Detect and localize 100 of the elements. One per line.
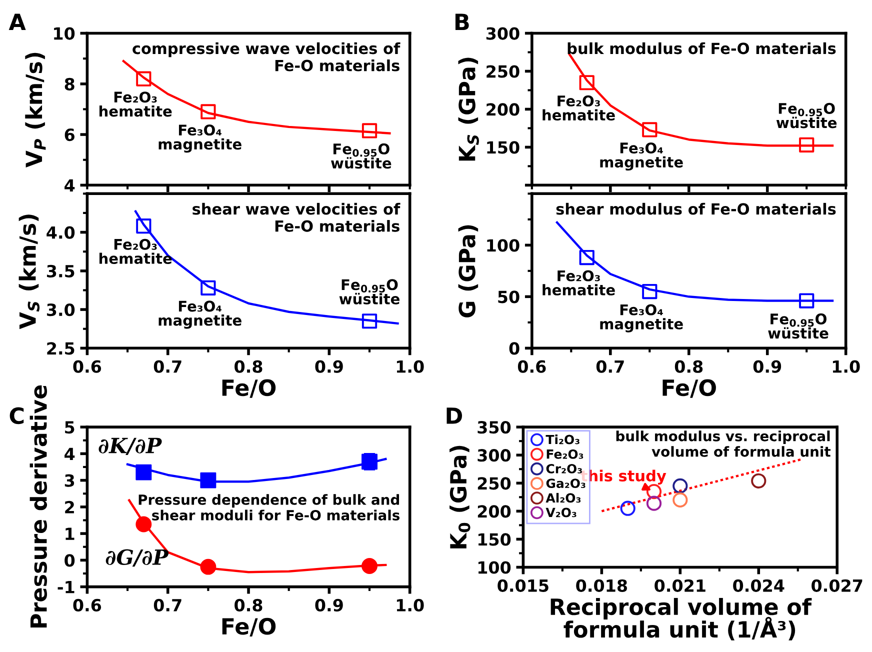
point	[200, 280, 216, 296]
point	[672, 492, 688, 508]
point	[799, 137, 814, 152]
point	[642, 284, 658, 300]
chart-title: D	[446, 408, 462, 424]
x-axis-title: Reciprocal volume of formula unit (1/Å³)	[550, 598, 812, 640]
point	[136, 218, 152, 234]
y-tick-label: 4.0	[46, 226, 75, 239]
y-tick-label: 150	[487, 141, 520, 154]
point	[362, 558, 378, 574]
y-tick-label: 3.5	[46, 264, 74, 278]
x-tick-label: 0.015	[498, 579, 548, 592]
y-tick-label: 5	[65, 421, 74, 434]
x-tick-label: 0.9	[315, 360, 343, 373]
annotation: Fe$_{0.95}$O wüstite	[776, 102, 837, 128]
y-tick-label: 1	[66, 528, 74, 540]
x-tick-label: 0.8	[674, 360, 703, 373]
x-axis-title: Fe/O	[222, 618, 276, 636]
point	[136, 71, 152, 86]
y-tick-label: 100	[487, 239, 520, 252]
x-tick-label: 0.6	[73, 360, 102, 373]
y-tick-label: 100	[478, 561, 511, 574]
y-tick-label: 300	[478, 449, 511, 462]
point	[579, 250, 594, 266]
annotation: shear wave velocities of Fe-O materials	[192, 202, 400, 232]
x-tick-label: 0.7	[154, 598, 182, 612]
x-tick-label: 0.027	[812, 579, 862, 592]
annotation: Fe$_{0.95}$O wüstite	[331, 143, 392, 169]
y-tick-label: 0	[64, 554, 75, 567]
chart-title: B	[455, 14, 469, 30]
annotation: Fe$_{0.95}$O wüstite	[768, 313, 828, 339]
x-tick-label: 0.9	[315, 598, 343, 612]
point	[672, 478, 688, 494]
point	[620, 500, 636, 516]
x-axis-title: Fe/O	[662, 379, 716, 398]
y-tick-label: 6	[64, 128, 74, 142]
y-tick-label: 150	[478, 533, 511, 546]
chart-title: C	[10, 407, 24, 424]
y-tick-label: 2.5	[47, 342, 74, 355]
x-tick-label: 1.0	[832, 360, 860, 373]
annotation: bulk modulus vs. reciprocal volume of formula unit	[616, 430, 831, 457]
x-tick-label: 0.024	[733, 579, 784, 592]
point	[751, 473, 766, 488]
y-tick-label: 0	[509, 342, 520, 355]
legend-label: V₂O₃	[546, 508, 576, 518]
y-tick-label: -1	[58, 580, 74, 594]
annotation: bulk modulus of Fe-O materials	[568, 42, 836, 54]
annotation: Fe₃O₄ magnetite	[158, 124, 242, 153]
annotation: Pressure dependence of bulk and shear moduli for Fe-O materials	[138, 494, 400, 520]
annotation: Fe₂O₃ hematite	[542, 270, 615, 296]
y-axis-title: V$_{S}$ (km/s)	[18, 214, 40, 330]
y-tick-label: 250	[478, 477, 511, 490]
point	[362, 123, 378, 138]
y-tick-label: 300	[486, 27, 520, 40]
annotation: Fe$_{0.95}$O wüstite	[339, 279, 400, 304]
x-tick-label: 0.021	[654, 579, 706, 592]
y-tick-label: 8	[64, 78, 74, 90]
point	[646, 484, 662, 500]
annotation: Fe₂O₃ hematite	[542, 95, 615, 121]
y-tick-label: 2	[65, 500, 74, 514]
point	[200, 104, 216, 120]
point	[646, 496, 662, 511]
y-tick-label: 200	[478, 505, 511, 518]
y-tick-label: 350	[478, 421, 511, 434]
y-tick-label: 10	[54, 27, 75, 40]
x-tick-label: 0.8	[234, 360, 262, 373]
point	[642, 122, 658, 138]
point	[799, 293, 814, 308]
x-tick-label: 0.6	[73, 598, 102, 612]
point	[579, 75, 594, 90]
annotation: Fe₃O₄ magnetite	[600, 304, 683, 332]
y-tick-label: 3	[64, 474, 74, 487]
point	[136, 516, 152, 532]
y-axis-title: Pressure derivative	[30, 385, 48, 628]
annotation: Fe₃O₄ magnetite	[158, 300, 242, 329]
y-axis-title: G (GPa)	[458, 225, 478, 318]
x-axis-title: Fe/O	[222, 379, 276, 398]
x-tick-label: 0.8	[234, 598, 262, 612]
annotation: Fe₂O₃ hematite	[99, 92, 172, 117]
y-tick-label: 4	[64, 179, 75, 192]
legend-label: Cr₂O₃	[546, 464, 582, 474]
x-tick-label: 0.6	[518, 360, 546, 373]
y-tick-label: 4	[64, 448, 75, 460]
y-axis-title: K$_{0}$ (GPa)	[450, 446, 470, 548]
y-tick-label: 250	[486, 65, 520, 78]
annotation: shear modulus of Fe-O materials	[556, 202, 836, 215]
point	[200, 558, 216, 575]
y-tick-label: 200	[486, 103, 520, 116]
series-label: ∂G/∂P	[106, 549, 169, 567]
y-tick-label: 3.0	[46, 304, 75, 316]
annotation: Fe₃O₄ magnetite	[600, 142, 683, 171]
x-tick-label: 0.7	[596, 360, 624, 373]
point	[362, 314, 378, 329]
y-axis-title: K$_{S}$ (GPa)	[458, 58, 479, 161]
legend-label: Fe₂O₃	[546, 449, 584, 459]
x-tick-label: 1.0	[396, 360, 424, 373]
x-tick-label: 0.018	[576, 579, 628, 592]
legend-label: Al₂O₃	[546, 492, 581, 503]
y-axis-title: V$_{P}$ (km/s)	[25, 52, 46, 168]
x-tick-label: 0.7	[154, 360, 182, 373]
